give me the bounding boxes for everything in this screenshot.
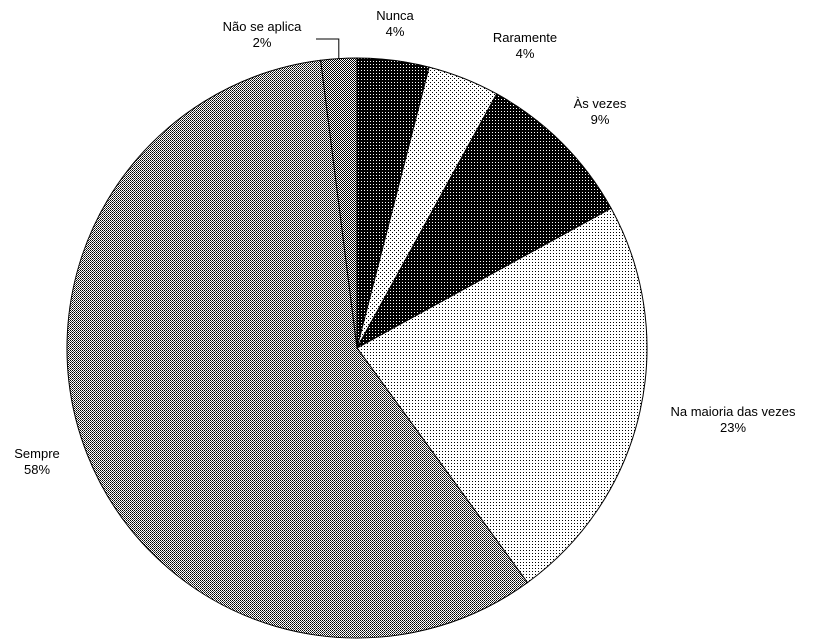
slice-label-percent: 2% xyxy=(253,35,272,50)
slice-label-name: Na maioria das vezes xyxy=(671,404,796,419)
slice-label-percent: 9% xyxy=(591,112,610,127)
slice-label-percent: 4% xyxy=(516,46,535,61)
pie-slice-sempre xyxy=(66,59,529,639)
slice-label-name: Sempre xyxy=(14,446,60,461)
slice-label-name: Nunca xyxy=(376,8,414,23)
pie-slice-na-maioria-das-vezes xyxy=(356,207,648,584)
slice-label-name: Raramente xyxy=(493,30,557,45)
pie-slices xyxy=(66,57,648,639)
slice-label-name: Às vezes xyxy=(574,96,627,111)
slice-label-percent: 4% xyxy=(386,24,405,39)
slice-label-percent: 58% xyxy=(24,462,50,477)
leader-lines xyxy=(316,38,340,59)
leader-line-nao-se-aplica xyxy=(316,38,340,59)
slice-label-percent: 23% xyxy=(720,420,746,435)
pie-slice-as-vezes xyxy=(355,93,612,350)
slice-label-name: Não se aplica xyxy=(223,19,303,34)
